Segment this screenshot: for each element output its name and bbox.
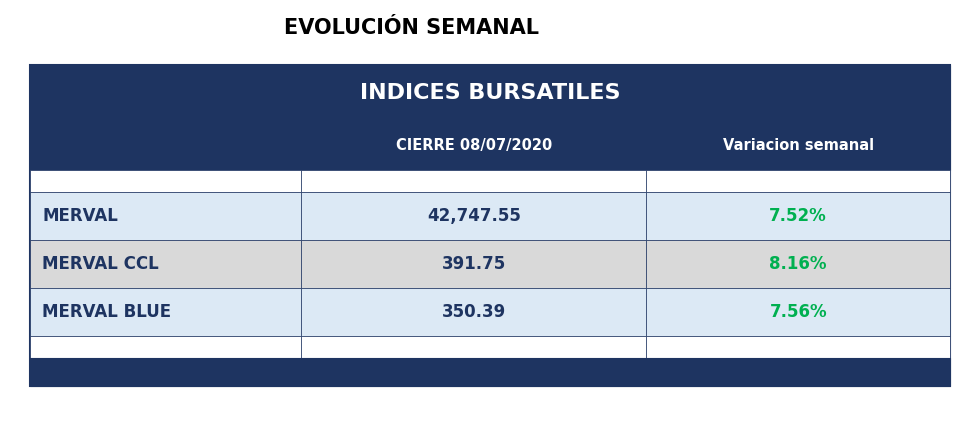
Bar: [302, 170, 647, 192]
Bar: [302, 240, 647, 288]
Bar: [302, 358, 647, 386]
Text: MERVAL: MERVAL: [42, 207, 118, 225]
Text: 350.39: 350.39: [442, 303, 506, 321]
Bar: [647, 120, 950, 170]
Bar: [30, 240, 302, 288]
Bar: [30, 336, 302, 358]
Text: INDICES BURSATILES: INDICES BURSATILES: [360, 82, 620, 102]
Bar: [302, 336, 647, 358]
Text: 7.56%: 7.56%: [769, 303, 827, 321]
Text: 391.75: 391.75: [442, 255, 506, 273]
Bar: [30, 192, 302, 240]
Bar: [302, 288, 647, 336]
Text: 7.52%: 7.52%: [769, 207, 827, 225]
Bar: [647, 170, 950, 192]
Text: MERVAL CCL: MERVAL CCL: [42, 255, 159, 273]
Bar: [647, 358, 950, 386]
Text: EVOLUCIÓN SEMANAL: EVOLUCIÓN SEMANAL: [284, 18, 539, 38]
Bar: [30, 170, 302, 192]
Bar: [30, 65, 950, 386]
Bar: [302, 120, 647, 170]
Bar: [647, 192, 950, 240]
Bar: [647, 336, 950, 358]
Bar: [30, 65, 950, 120]
Text: 42,747.55: 42,747.55: [427, 207, 520, 225]
Text: MERVAL BLUE: MERVAL BLUE: [42, 303, 172, 321]
Bar: [302, 192, 647, 240]
Bar: [30, 120, 302, 170]
Bar: [30, 358, 302, 386]
Text: Variacion semanal: Variacion semanal: [722, 138, 874, 153]
Text: 8.16%: 8.16%: [769, 255, 827, 273]
Bar: [647, 288, 950, 336]
Bar: [30, 288, 302, 336]
Text: CIERRE 08/07/2020: CIERRE 08/07/2020: [396, 138, 552, 153]
Bar: [647, 240, 950, 288]
